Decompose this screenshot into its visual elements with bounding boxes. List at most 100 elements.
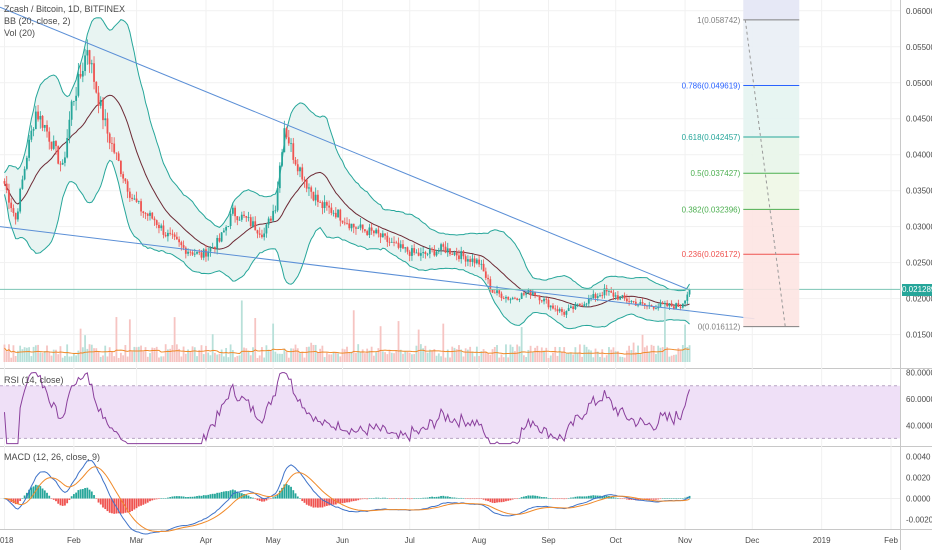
candle-body: [198, 251, 201, 253]
volume-bar: [408, 352, 411, 362]
candle-body: [619, 296, 622, 300]
volume-bar: [352, 310, 355, 362]
volume-bar: [399, 349, 402, 362]
macd-histogram-bar: [408, 498, 411, 500]
volume-bar: [305, 346, 308, 362]
candle-body: [55, 141, 57, 147]
macd-histogram-bar: [467, 498, 469, 500]
volume-bar: [339, 356, 342, 362]
candle-body: [341, 220, 344, 223]
candle-body: [180, 242, 183, 246]
macd-histogram-bar: [424, 497, 427, 499]
volume-bar: [569, 352, 572, 362]
volume-bar: [146, 356, 149, 362]
macd-histogram-bar: [576, 496, 579, 499]
volume-bar: [191, 346, 194, 362]
volume-bar: [350, 351, 353, 362]
volume-bar: [64, 355, 66, 362]
symbol-title[interactable]: Zcash / Bitcoin, 1D, BITFINEX: [4, 4, 126, 14]
candle-body: [617, 295, 619, 300]
candle-body: [379, 233, 382, 238]
trendline[interactable]: [0, 226, 755, 320]
macd-histogram-bar: [281, 487, 283, 499]
vol-indicator-label[interactable]: Vol (20): [4, 28, 36, 38]
candle-body: [587, 298, 590, 304]
macd-histogram-bar: [173, 496, 176, 499]
macd-label[interactable]: MACD (12, 26, close, 9): [4, 452, 101, 462]
volume-bar: [43, 350, 46, 362]
candle-body: [303, 179, 306, 181]
macd-histogram-bar: [428, 496, 431, 499]
candle-body: [93, 63, 95, 82]
candle-body: [39, 115, 42, 120]
volume-bar: [238, 355, 241, 362]
candle-body: [603, 288, 606, 296]
volume-bar: [581, 356, 583, 362]
macd-histogram-bar: [211, 493, 214, 499]
volume-bar: [193, 347, 196, 362]
candle-body: [337, 209, 339, 218]
candle-body: [211, 247, 214, 248]
candle-body: [489, 279, 492, 290]
macd-histogram-bar: [205, 495, 207, 499]
rsi-line[interactable]: [3, 372, 691, 445]
volume-bar: [37, 344, 39, 362]
macd-histogram-bar: [496, 498, 498, 503]
trendline[interactable]: [0, 6, 690, 291]
candle-body: [171, 233, 174, 235]
volume-bar: [115, 317, 118, 362]
candle-body: [263, 233, 266, 238]
macd-histogram-bar: [617, 498, 619, 499]
volume-bar: [220, 349, 223, 362]
macd-histogram-bar: [64, 498, 66, 506]
candle-body: [227, 226, 230, 228]
volume-bar: [198, 349, 201, 362]
candle-body: [509, 299, 512, 301]
macd-histogram-bar: [222, 491, 225, 499]
volume-bar: [104, 345, 107, 362]
volume-bar: [489, 354, 492, 362]
candle-body: [59, 163, 62, 165]
volume-bar: [603, 357, 606, 362]
candle-body: [484, 271, 487, 278]
macd-histogram-bar: [386, 498, 389, 499]
volume-bar: [10, 357, 13, 362]
macd-histogram-bar: [449, 496, 451, 499]
macd-histogram-bar: [21, 498, 24, 499]
volume-bar: [319, 348, 322, 362]
macd-histogram-bar: [272, 497, 275, 499]
macd-tick-label: 0.0020: [906, 473, 931, 482]
candle-body: [520, 293, 523, 299]
macd-histogram-bar: [502, 498, 505, 502]
bb-indicator-label[interactable]: BB (20, close, 2): [4, 16, 71, 26]
macd-histogram-bar: [102, 498, 104, 508]
macd-histogram-bar: [348, 498, 351, 503]
macd-histogram-bar: [482, 498, 485, 500]
rsi-tick-label: 40.0000: [906, 421, 932, 430]
fib-level-label: 0.5(0.037427): [690, 169, 740, 178]
candle-body: [151, 212, 154, 219]
macd-histogram-bar: [68, 498, 71, 500]
macd-histogram-bar: [368, 498, 371, 499]
volume-bar: [317, 352, 319, 362]
candle-body: [240, 214, 243, 220]
candle-body: [258, 233, 261, 235]
macd-line[interactable]: [4, 460, 690, 535]
candle-body: [296, 164, 299, 172]
macd-histogram-bar: [684, 497, 686, 499]
bb-upper-line: [4, 17, 690, 292]
candle-body: [655, 308, 657, 310]
macd-signal-line[interactable]: [4, 466, 690, 533]
price-tick-label: 0.060000: [906, 7, 932, 16]
volume-bar: [303, 357, 306, 362]
macd-histogram-bar: [433, 497, 436, 499]
macd-histogram-bar: [364, 498, 366, 500]
candle-body: [366, 231, 369, 236]
rsi-label[interactable]: RSI (14, close): [4, 375, 64, 385]
candle-body: [70, 101, 73, 120]
candle-body: [160, 225, 163, 229]
volume-bar: [90, 344, 93, 362]
legend-header: Zcash / Bitcoin, 1D, BITFINEX BB (20, cl…: [4, 3, 125, 39]
volume-bar: [462, 356, 465, 362]
